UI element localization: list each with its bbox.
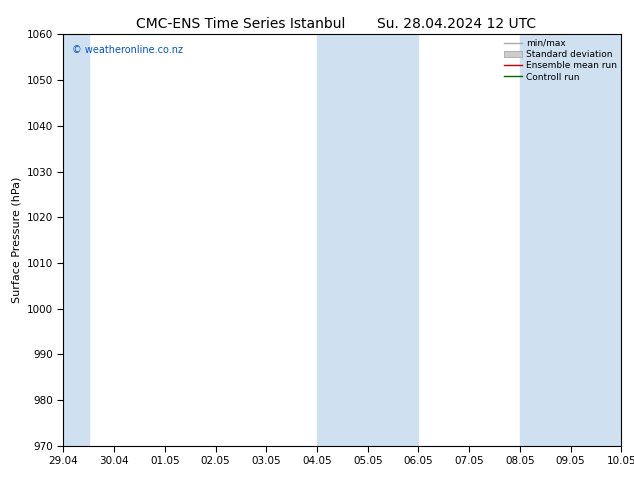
- Bar: [317, 34, 418, 446]
- Text: Su. 28.04.2024 12 UTC: Su. 28.04.2024 12 UTC: [377, 17, 536, 31]
- Text: © weatheronline.co.nz: © weatheronline.co.nz: [72, 45, 183, 54]
- Y-axis label: Surface Pressure (hPa): Surface Pressure (hPa): [11, 177, 21, 303]
- Legend: min/max, Standard deviation, Ensemble mean run, Controll run: min/max, Standard deviation, Ensemble me…: [501, 36, 619, 84]
- Text: CMC-ENS Time Series Istanbul: CMC-ENS Time Series Istanbul: [136, 17, 346, 31]
- Bar: [520, 34, 621, 446]
- Bar: [63, 34, 89, 446]
